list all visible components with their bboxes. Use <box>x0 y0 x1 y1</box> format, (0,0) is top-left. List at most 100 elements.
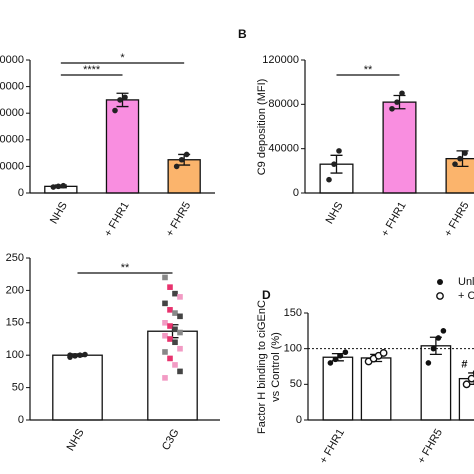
data-point <box>82 351 88 358</box>
panel-letter: D <box>262 288 271 302</box>
bar <box>458 377 474 421</box>
y-tick-label: 40000 <box>0 134 24 146</box>
panel-letter: B <box>238 27 247 41</box>
bar <box>322 356 354 421</box>
y-tick-label: 250 <box>6 252 24 264</box>
data-point <box>177 345 183 352</box>
data-point <box>172 310 178 316</box>
y-tick-label: 80000 <box>0 81 24 93</box>
data-point <box>162 375 168 381</box>
bar <box>147 330 198 421</box>
x-tick-label: NHS <box>324 200 346 226</box>
data-point <box>177 368 183 375</box>
data-point <box>389 105 395 112</box>
x-tick-label: NHS <box>48 200 70 226</box>
x-tick-label: NHS <box>65 427 87 453</box>
data-point <box>342 349 349 356</box>
data-point <box>379 349 388 357</box>
data-point <box>112 107 118 114</box>
y-tick-label: 50 <box>12 382 24 394</box>
x-tick-label: + FHR5 <box>442 200 472 239</box>
y-axis-label: Factor H binding to ciGEnC <box>256 300 268 434</box>
y-tick-label: 0 <box>293 187 299 199</box>
y-tick-label: 40000 <box>268 143 299 155</box>
y-tick-label: 20000 <box>0 160 24 172</box>
data-point <box>440 328 447 334</box>
y-tick-label: 150 <box>6 317 24 329</box>
data-point <box>177 313 183 320</box>
bar <box>360 357 392 421</box>
y-tick-label: 150 <box>284 307 302 319</box>
bar <box>382 101 417 194</box>
data-point <box>467 374 474 383</box>
data-point <box>394 99 400 105</box>
y-tick-label: 50 <box>290 378 302 390</box>
annotation: # <box>461 359 467 371</box>
data-point <box>167 307 173 313</box>
data-point <box>162 300 168 307</box>
y-tick-label: 100000 <box>0 54 24 66</box>
y-tick-label: 60000 <box>0 107 24 119</box>
bar <box>420 345 452 421</box>
data-point <box>452 161 458 167</box>
legend-label: Unlabelled <box>458 276 474 288</box>
legend-marker <box>437 279 443 285</box>
y-axis-label: C9 deposition (MFI) <box>256 79 268 176</box>
data-point <box>327 360 334 366</box>
data-point <box>172 339 178 346</box>
y-tick-label: 0 <box>296 414 302 426</box>
data-point <box>425 360 432 366</box>
data-point <box>167 355 173 362</box>
legend-label: + C3G <box>458 290 474 302</box>
data-point <box>172 362 178 368</box>
data-point <box>122 94 128 101</box>
y-axis-label: vs Control (%) <box>270 332 282 402</box>
bar <box>105 99 140 194</box>
data-point <box>326 176 332 183</box>
data-point <box>178 156 185 163</box>
legend-marker <box>436 292 444 300</box>
y-tick-label: 100 <box>284 343 302 355</box>
x-tick-label: C3G <box>160 427 182 453</box>
data-point <box>331 161 337 167</box>
data-point <box>167 336 173 342</box>
data-point <box>77 352 83 358</box>
data-point <box>117 97 123 103</box>
data-point <box>67 352 73 358</box>
significance-label: **** <box>83 64 101 76</box>
data-point <box>60 182 67 189</box>
data-point <box>167 323 173 329</box>
data-point <box>72 353 78 359</box>
y-tick-label: 200 <box>6 284 24 296</box>
y-tick-label: 100 <box>6 349 24 361</box>
x-tick-label: + FHR5 <box>416 427 446 466</box>
data-point <box>167 284 173 290</box>
data-point <box>162 332 168 339</box>
bar <box>445 157 474 194</box>
x-tick-label: + FHR1 <box>102 200 132 239</box>
y-tick-label: 0 <box>18 187 24 199</box>
data-point <box>399 90 405 97</box>
data-point <box>162 349 168 355</box>
y-tick-label: 120000 <box>262 54 299 66</box>
significance-label: ** <box>121 262 130 274</box>
data-point <box>462 380 471 389</box>
data-point <box>457 155 463 162</box>
data-point <box>337 353 344 359</box>
x-tick-label: + FHR1 <box>379 200 409 239</box>
data-point <box>55 183 62 190</box>
data-point <box>172 326 178 333</box>
bar <box>52 354 103 421</box>
significance-label: * <box>120 52 125 64</box>
data-point <box>172 290 178 297</box>
y-tick-label: 80000 <box>268 98 299 110</box>
significance-label: ** <box>364 64 373 76</box>
data-point <box>177 329 183 336</box>
data-point <box>462 150 468 156</box>
x-tick-label: + FHR5 <box>164 200 194 239</box>
y-tick-label: 0 <box>18 414 24 426</box>
data-point <box>332 356 339 363</box>
data-point <box>162 320 168 326</box>
data-point <box>177 294 183 300</box>
